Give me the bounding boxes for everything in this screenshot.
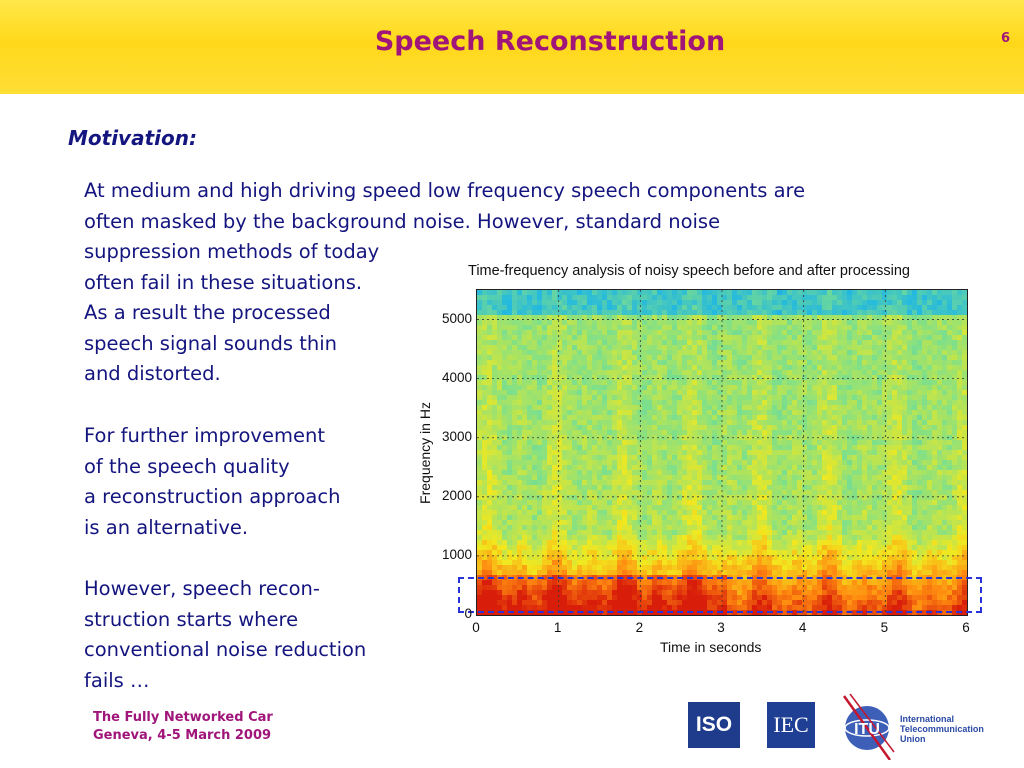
itu-name: International Telecommunication Union (900, 714, 984, 744)
spectrogram-cells (477, 290, 967, 615)
footer-event-info: The Fully Networked Car Geneva, 4-5 Marc… (93, 709, 273, 745)
text-line: However, speech recon- (84, 577, 320, 600)
chart-y-tick-label: 4000 (441, 369, 472, 385)
chart-x-axis-label: Time in seconds (660, 639, 762, 655)
chart-x-tick-label: 3 (717, 620, 725, 635)
spectrogram-plot (476, 289, 968, 616)
text-line: of the speech quality (84, 454, 290, 478)
itu-name-line: International (900, 714, 955, 724)
chart-x-tick-label: 2 (635, 620, 644, 635)
paragraph-3: However, speech recon- struction starts … (84, 574, 366, 696)
chart-x-tick-label: 4 (798, 620, 807, 635)
text-line: For further improvement (84, 424, 325, 447)
itu-globe-logo: ITU (842, 693, 895, 760)
chart-x-tick-label: 0 (472, 620, 480, 635)
page-number: 6 (1000, 31, 1010, 46)
iec-logo: IEC (767, 702, 815, 748)
slide-header (0, 0, 1024, 94)
itu-name-line: Union (900, 734, 926, 744)
chart-y-tick-label: 3000 (441, 428, 472, 444)
text-line: fails … (84, 668, 150, 692)
text-line: As a result the processed (84, 301, 331, 324)
itu-name-line: Telecommunication (900, 724, 984, 734)
chart-title: Time-frequency analysis of noisy speech … (468, 263, 910, 279)
chart-y-tick-label: 0 (464, 606, 472, 621)
chart-y-tick-label: 1000 (441, 546, 472, 562)
text-line: a reconstruction approach (84, 485, 341, 508)
section-heading: Motivation: (68, 126, 197, 150)
paragraph-1: At medium and high driving speed low fre… (84, 176, 805, 390)
text-line: often fail in these situations. (84, 270, 363, 294)
chart-x-tick-label: 1 (553, 620, 562, 635)
iso-logo: ISO (688, 702, 740, 748)
text-line: At medium and high driving speed low fre… (84, 179, 806, 202)
text-line: and distorted. (84, 362, 221, 385)
chart-grid (477, 290, 967, 615)
text-line: struction starts where (84, 607, 299, 631)
text-line: speech signal sounds thin (84, 331, 338, 355)
itu-logo-text: ITU (854, 721, 880, 738)
paragraph-2: For further improvement of the speech qu… (84, 421, 340, 543)
low-frequency-highlight-box (458, 577, 982, 613)
footer-event-name: The Fully Networked Car (93, 710, 273, 725)
text-line: suppression methods of today (84, 240, 380, 263)
text-line: conventional noise reduction (84, 638, 367, 661)
footer-event-date: Geneva, 4-5 March 2009 (93, 728, 272, 743)
chart-x-tick-label: 6 (962, 620, 970, 635)
chart-x-tick-label: 5 (880, 620, 889, 635)
slide-title: Speech Reconstruction (374, 26, 726, 57)
chart-y-tick-label: 5000 (441, 310, 472, 326)
spectrogram-svg (477, 290, 967, 615)
chart-y-tick-label: 2000 (441, 487, 472, 503)
text-line: is an alternative. (84, 515, 249, 539)
text-line: often masked by the background noise. Ho… (84, 209, 721, 233)
